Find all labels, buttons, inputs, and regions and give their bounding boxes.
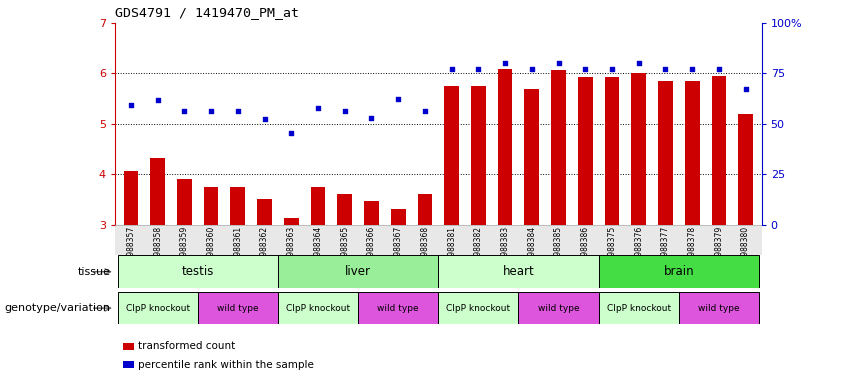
Point xyxy=(418,108,431,114)
Bar xyxy=(685,81,700,225)
Bar xyxy=(257,199,272,225)
Text: GDS4791 / 1419470_PM_at: GDS4791 / 1419470_PM_at xyxy=(115,6,299,19)
Text: wild type: wild type xyxy=(377,304,419,313)
Bar xyxy=(151,157,165,225)
Point xyxy=(284,130,298,136)
Point xyxy=(178,108,191,114)
Text: wild type: wild type xyxy=(538,304,580,313)
Bar xyxy=(123,171,138,225)
Text: tissue: tissue xyxy=(77,266,111,277)
Text: ClpP knockout: ClpP knockout xyxy=(446,304,511,313)
Point xyxy=(258,116,271,122)
Bar xyxy=(311,187,325,225)
Bar xyxy=(598,292,679,324)
Point xyxy=(231,108,244,114)
Point xyxy=(579,66,592,73)
Bar xyxy=(444,86,459,225)
Point xyxy=(124,102,138,108)
Bar xyxy=(391,209,406,225)
Text: transformed count: transformed count xyxy=(138,341,235,351)
Bar xyxy=(438,292,518,324)
Bar xyxy=(364,201,379,225)
Bar xyxy=(711,76,726,225)
Point xyxy=(659,66,672,73)
Point xyxy=(685,66,699,73)
Bar xyxy=(278,255,438,288)
Point xyxy=(551,60,565,66)
Text: ClpP knockout: ClpP knockout xyxy=(286,304,350,313)
Bar xyxy=(284,218,299,225)
Point xyxy=(204,108,218,114)
Text: ClpP knockout: ClpP knockout xyxy=(607,304,671,313)
Point xyxy=(471,66,485,73)
Point xyxy=(311,105,325,111)
Bar xyxy=(631,73,646,225)
Point xyxy=(632,60,646,66)
Point xyxy=(499,60,512,66)
Bar xyxy=(739,114,753,225)
Point xyxy=(364,115,378,121)
Text: wild type: wild type xyxy=(698,304,740,313)
Point xyxy=(525,66,539,73)
Bar xyxy=(598,255,759,288)
Point xyxy=(605,66,619,73)
Bar xyxy=(117,255,278,288)
Bar xyxy=(177,179,191,225)
Point xyxy=(445,66,459,73)
Text: testis: testis xyxy=(181,265,214,278)
Bar xyxy=(197,292,278,324)
Point xyxy=(151,97,164,103)
Bar xyxy=(117,292,197,324)
Bar xyxy=(679,292,759,324)
Bar xyxy=(358,292,438,324)
Bar xyxy=(337,194,352,225)
Point xyxy=(739,86,752,92)
Bar xyxy=(203,187,219,225)
Text: heart: heart xyxy=(503,265,534,278)
Bar xyxy=(498,70,512,225)
Bar xyxy=(551,70,566,225)
Text: percentile rank within the sample: percentile rank within the sample xyxy=(138,360,314,370)
Text: brain: brain xyxy=(664,265,694,278)
Bar xyxy=(278,292,358,324)
Point xyxy=(712,66,726,73)
Text: wild type: wild type xyxy=(217,304,259,313)
Bar xyxy=(524,89,540,225)
Text: genotype/variation: genotype/variation xyxy=(4,303,111,313)
Bar xyxy=(438,255,598,288)
Bar xyxy=(578,78,592,225)
Text: ClpP knockout: ClpP knockout xyxy=(126,304,190,313)
Bar xyxy=(418,194,432,225)
Text: liver: liver xyxy=(346,265,371,278)
Bar xyxy=(658,81,673,225)
Bar xyxy=(231,187,245,225)
Bar xyxy=(604,78,620,225)
Bar xyxy=(471,86,486,225)
Point xyxy=(391,96,405,102)
Bar xyxy=(518,292,598,324)
Point xyxy=(338,108,351,114)
